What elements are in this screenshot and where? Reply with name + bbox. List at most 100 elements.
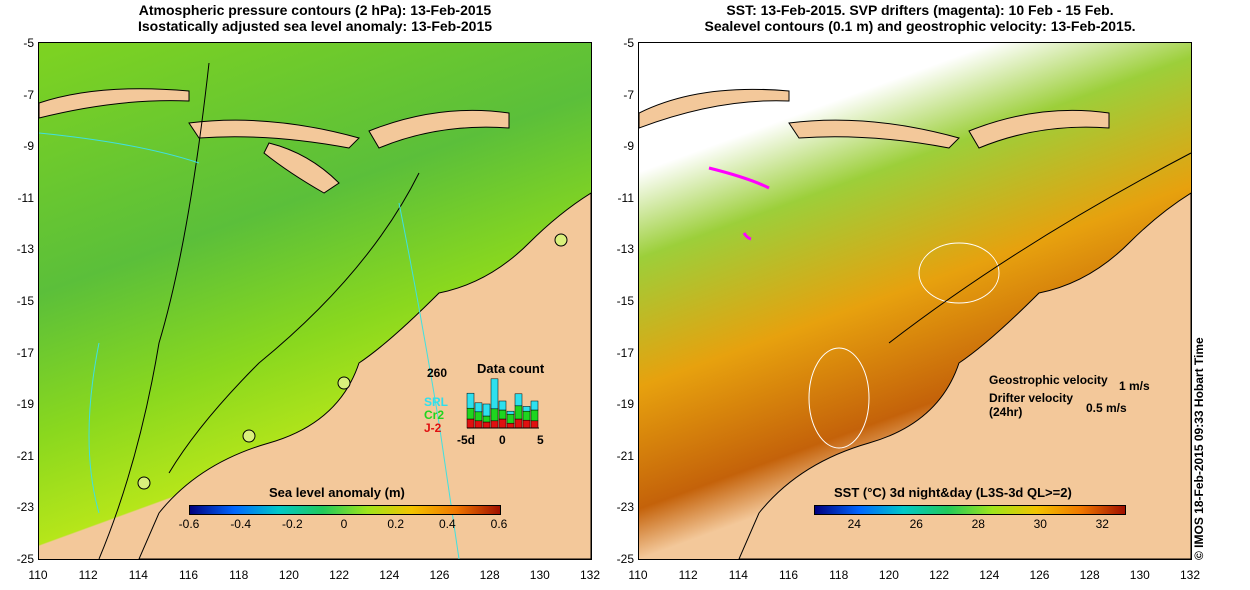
marker-circle [554,233,568,247]
x-axis-tick: 110 [28,568,48,582]
x-axis-tick: 124 [979,568,1000,582]
series-label-j2: J-2 [424,421,442,435]
sea-level-contour [39,132,200,164]
data-count-bar-j2 [506,422,515,429]
y-axis-tick: -11 [617,190,634,205]
island-java [639,88,790,129]
sea-level-contour [918,242,1000,304]
right-map-overlay [639,88,1191,559]
drifter-scale: 0.5 m/s [1086,401,1127,415]
y-axis-tick: -9 [23,139,34,154]
island-timor [368,109,510,149]
right-colorbar-label: SST (°C) 3d night&day (L3S-3d QL>=2) [834,485,1072,500]
y-axis-tick: -21 [16,448,34,463]
x-axis-tick: 120 [278,568,299,582]
island-sumba [263,142,340,194]
colorbar-tick: 0.4 [438,517,456,531]
island-flores [188,119,360,149]
y-axis-tick: -7 [623,87,634,102]
left-colorbar [189,505,501,515]
y-axis-tick: -15 [616,294,634,308]
colorbar-tick: 32 [1095,517,1109,531]
x-axis-tick: 132 [1179,568,1201,582]
x-axis-tick: 130 [529,568,550,582]
y-axis-tick: -23 [16,500,34,515]
left-title-line1: Atmospheric pressure contours (2 hPa): 1… [138,2,492,18]
y-axis-tick: -13 [16,242,34,257]
x-axis-tick: 126 [429,568,450,582]
data-count-bar-j2 [514,418,523,429]
data-count-bar-srl [474,402,483,413]
x-axis-tick: 126 [1029,568,1050,582]
sea-level-contour [88,342,100,514]
drifter-label: Drifter velocity [989,391,1074,405]
series-label-cr2: Cr2 [424,408,445,422]
x-axis-tick: 114 [128,568,148,582]
x-axis-tick: 120 [878,568,899,582]
left-title-line2: Isostatically adjusted sea level anomaly… [137,18,493,34]
data-count-bar-srl [530,400,539,411]
y-axis-tick: -23 [616,500,634,515]
data-count-bar-srl [506,410,515,415]
island-flores [788,119,960,149]
data-count-bar-srl [514,393,523,407]
y-axis-tick: -11 [17,190,34,205]
geostrophic-scale: 1 m/s [1119,379,1150,393]
data-count-title: Data count [477,361,545,376]
australia-landmass [738,192,1191,559]
y-axis-tick: -15 [16,294,34,308]
y-axis-tick: -25 [16,552,34,566]
y-axis-tick: -21 [616,448,634,463]
colorbar-tick: 28 [971,517,985,531]
right-panel-title: SST: 13-Feb-2015. SVP drifters (magenta)… [620,2,1220,34]
right-colorbar [814,505,1126,515]
x-axis-tick: 128 [479,568,500,582]
data-count-bar-j2 [490,420,499,429]
x-axis-tick: 124 [379,568,400,582]
island-timor [968,109,1110,149]
data-count-bar-j2 [498,418,507,429]
geostrophic-label: Geostrophic velocity [989,373,1108,387]
colorbar-tick: 30 [1033,517,1047,531]
y-axis-tick: -17 [16,345,34,360]
y-axis-tick: -19 [16,397,34,412]
data-count-bar-j2 [482,421,491,429]
pressure-contour [98,62,210,559]
data-count-bar-cr2 [482,415,491,423]
right-title-line2: Sealevel contours (0.1 m) and geostrophi… [704,18,1136,34]
data-count-bar-cr2 [522,410,531,421]
credit-text: © IMOS 18-Feb-2015 09:33 Hobart Time [1192,337,1206,560]
y-axis-tick: -17 [616,345,634,360]
drifter-track [742,232,752,241]
data-count-bar-cr2 [490,408,499,422]
colorbar-tick: 24 [847,517,861,531]
data-count-bar-srl [498,400,507,411]
y-axis-tick: -19 [616,397,634,412]
drifter-track [708,166,770,190]
data-count-bar-cr2 [498,409,507,420]
y-axis-tick: -5 [23,36,34,50]
y-axis-tick: -25 [616,552,634,566]
sst-map: Geostrophic velocity 1 m/s Drifter veloc… [638,42,1192,560]
y-axis-tick: -9 [623,139,634,154]
australia-landmass [138,192,591,559]
island-java [39,88,190,119]
data-count-bar-srl [490,378,499,410]
x-axis-tick: 110 [628,568,648,582]
colorbar-tick: 26 [909,517,923,531]
x-axis-tick: 130 [1129,568,1150,582]
marker-circle [242,429,256,443]
left-colorbar-label: Sea level anomaly (m) [269,485,405,500]
x-axis-tick: 112 [78,568,98,582]
sea-level-contour [808,347,870,449]
x-axis-tick: 112 [678,568,698,582]
x-axis-tick: 118 [229,568,249,582]
data-count-max: 260 [427,366,448,380]
x-axis-tick: 118 [829,568,849,582]
data-count-bar-cr2 [506,413,515,424]
data-count-bar-j2 [474,420,483,429]
data-count-bar-srl [522,406,531,412]
colorbar-tick: -0.6 [178,517,200,531]
colorbar-tick: 0.6 [490,517,508,531]
colorbar-tick: 0 [340,517,348,531]
